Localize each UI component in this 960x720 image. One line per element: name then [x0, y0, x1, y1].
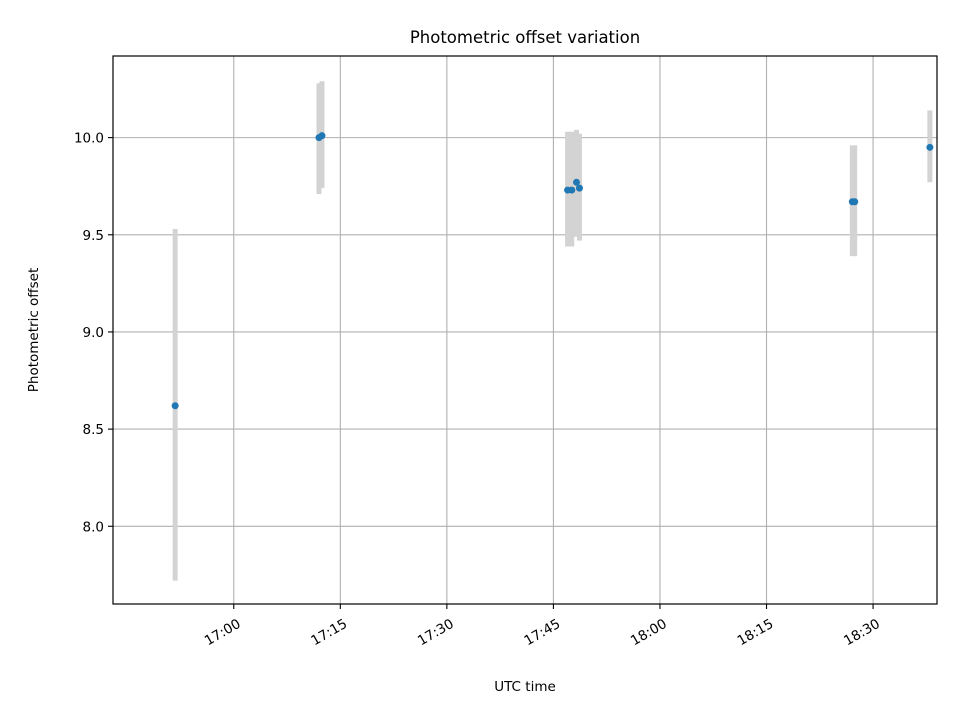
y-tick-label: 9.5: [83, 228, 104, 244]
plot-area-frame: [112, 55, 938, 605]
data-point: [568, 186, 576, 194]
data-point: [575, 184, 583, 192]
data-point: [318, 132, 326, 140]
y-tick-label: 8.5: [83, 422, 104, 438]
grid: [113, 56, 937, 604]
x-axis-label: UTC time: [494, 679, 556, 695]
y-axis-label: Photometric offset: [26, 268, 42, 392]
y-tick-label: 10.0: [74, 131, 104, 147]
data-point: [573, 178, 580, 186]
y-tick-label: 8.0: [83, 519, 104, 535]
data-points: [171, 132, 934, 410]
chart-title: Photometric offset variation: [410, 28, 640, 47]
data-point: [926, 143, 934, 151]
y-tick-label: 9.0: [83, 325, 104, 341]
y-axis: 8.0 8.5 9.0 9.5 10.0: [74, 131, 113, 535]
data-point: [851, 198, 859, 206]
data-point: [171, 402, 179, 410]
